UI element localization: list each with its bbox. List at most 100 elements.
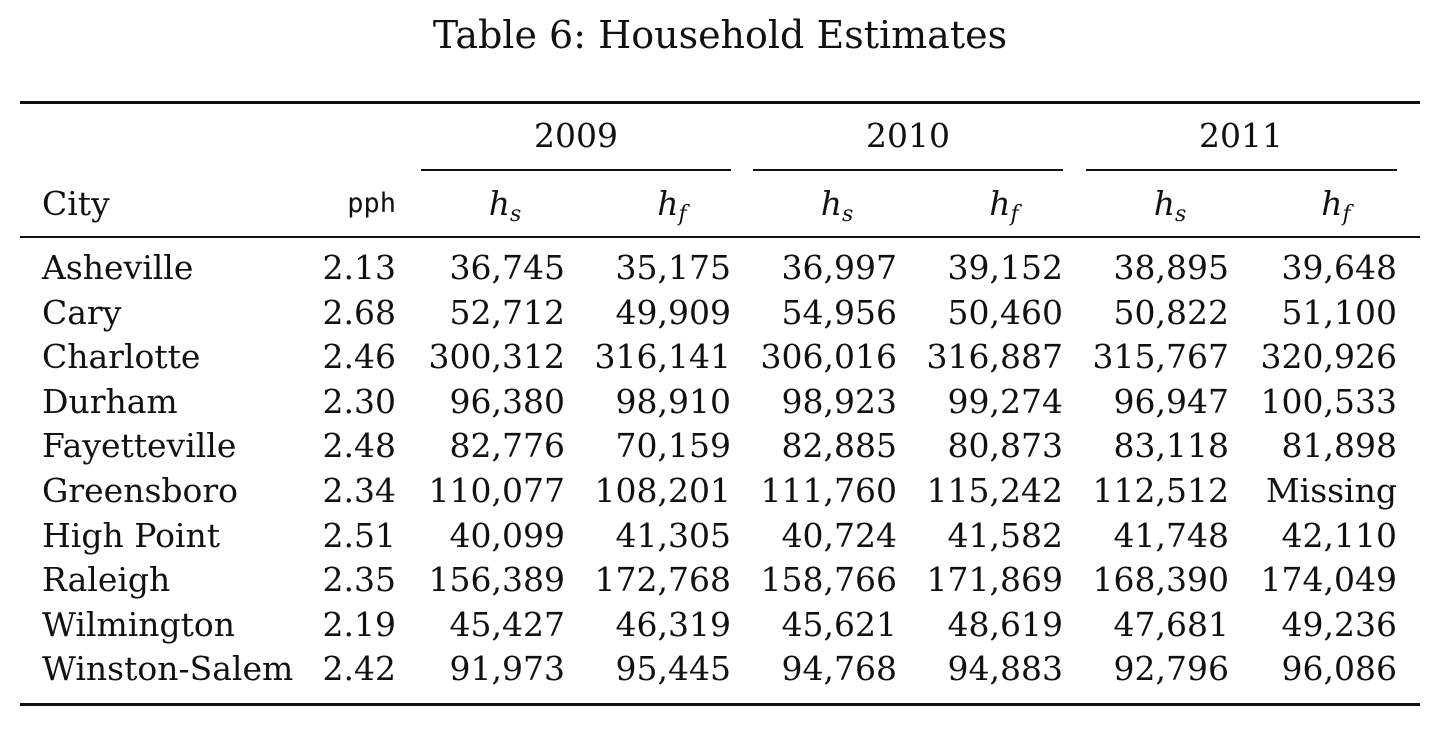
value-cell: 47,681 — [1113, 604, 1229, 644]
header-sub-column: hs — [757, 184, 917, 235]
pph-cell: 2.48 — [322, 426, 396, 466]
table-row: Greensboro 2.34 110,077 108,201 111,760 115,2… — [0, 471, 1440, 516]
value-cell: 45,621 — [781, 604, 897, 644]
pph-cell: 2.34 — [322, 470, 396, 510]
value-cell: 41,582 — [947, 515, 1063, 555]
value-cell: 174,049 — [1260, 560, 1397, 600]
value-cell: 98,910 — [615, 381, 731, 421]
value-cell: 83,118 — [1113, 426, 1229, 466]
value-cell: 316,887 — [926, 337, 1063, 377]
value-cell: 46,319 — [615, 604, 731, 644]
table-row: Wilmington 2.19 45,427 46,319 45,621 48,619 47… — [0, 605, 1440, 650]
value-cell: 36,745 — [449, 248, 565, 287]
table-row: High Point 2.51 40,099 41,305 40,724 41,582 41… — [0, 516, 1440, 561]
year-2011-underline — [1086, 169, 1397, 171]
sub-column-base: h — [820, 184, 842, 223]
table-row: Cary 2.68 52,712 49,909 54,956 50,460 50,822 51… — [0, 293, 1440, 338]
sub-column-subscript: f — [1010, 202, 1019, 227]
value-cell: 41,305 — [615, 515, 731, 555]
header-city: City — [42, 184, 110, 223]
header-sub-column: hs — [1090, 184, 1250, 235]
value-cell: 95,445 — [615, 649, 731, 689]
city-cell: Fayetteville — [42, 426, 237, 466]
value-cell: 82,776 — [449, 426, 565, 466]
city-cell: Asheville — [42, 248, 194, 287]
sub-column-base: h — [989, 184, 1011, 223]
table-caption: Table 6: Household Estimates — [432, 13, 1008, 57]
sub-column-base: h — [657, 184, 679, 223]
table-row: Charlotte 2.46 300,312 316,141 306,016 316,88… — [0, 337, 1440, 382]
value-cell: 99,274 — [947, 381, 1063, 421]
header-sub-column: hf — [592, 184, 752, 235]
value-cell: 70,159 — [615, 426, 731, 466]
table-row: Asheville 2.13 36,745 35,175 36,997 39,152 38,… — [0, 248, 1440, 293]
value-cell: 49,909 — [615, 292, 731, 332]
table-row: Raleigh 2.35 156,389 172,768 158,766 171,869 1… — [0, 560, 1440, 605]
value-cell: 108,201 — [594, 470, 731, 510]
value-cell: 35,175 — [615, 248, 731, 287]
sub-column-subscript: s — [841, 202, 854, 227]
value-cell: 50,460 — [947, 292, 1063, 332]
header-year-2009: 2009 — [534, 116, 618, 155]
sub-column-subscript: s — [509, 202, 522, 227]
header-rule — [20, 236, 1420, 238]
value-cell: 51,100 — [1281, 292, 1397, 332]
year-2010-underline — [753, 169, 1063, 171]
value-cell: 40,724 — [781, 515, 897, 555]
value-cell: 40,099 — [449, 515, 565, 555]
pph-cell: 2.30 — [322, 381, 396, 421]
header-year-2010: 2010 — [866, 116, 950, 155]
sub-column-base: h — [1153, 184, 1175, 223]
pph-cell: 2.35 — [322, 560, 396, 600]
value-cell: 306,016 — [760, 337, 897, 377]
value-cell: 49,236 — [1281, 604, 1397, 644]
value-cell: 41,748 — [1113, 515, 1229, 555]
sub-column-subscript: s — [1174, 202, 1187, 227]
value-cell: 100,533 — [1260, 381, 1397, 421]
value-cell: 156,389 — [428, 560, 565, 600]
value-cell: 45,427 — [449, 604, 565, 644]
value-cell: 168,390 — [1092, 560, 1229, 600]
value-cell: 80,873 — [947, 426, 1063, 466]
pph-cell: 2.68 — [322, 292, 396, 332]
city-cell: Cary — [42, 292, 122, 332]
value-cell: 54,956 — [781, 292, 897, 332]
city-cell: Wilmington — [42, 604, 236, 644]
value-cell: 96,086 — [1281, 649, 1397, 689]
value-cell: 94,768 — [781, 649, 897, 689]
header-pph: pph — [347, 188, 396, 219]
sub-column-base: h — [488, 184, 510, 223]
header-sub-column: hs — [425, 184, 585, 235]
sub-column-subscript: f — [678, 202, 687, 227]
pph-cell: 2.13 — [322, 248, 396, 287]
top-rule — [20, 101, 1420, 104]
value-cell: 171,869 — [926, 560, 1063, 600]
value-cell: 96,380 — [449, 381, 565, 421]
value-cell: 92,796 — [1113, 649, 1229, 689]
value-cell: 81,898 — [1281, 426, 1397, 466]
value-cell: 316,141 — [594, 337, 731, 377]
value-cell: 112,512 — [1092, 470, 1229, 510]
value-cell: 36,997 — [781, 248, 897, 287]
city-cell: Charlotte — [42, 337, 201, 377]
value-cell: 96,947 — [1113, 381, 1229, 421]
value-cell: 42,110 — [1281, 515, 1397, 555]
value-cell: 320,926 — [1260, 337, 1397, 377]
sub-column-subscript: f — [1342, 202, 1351, 227]
city-cell: Raleigh — [42, 560, 171, 600]
table-row: Fayetteville 2.48 82,776 70,159 82,885 80,873… — [0, 426, 1440, 471]
value-cell: 50,822 — [1113, 292, 1229, 332]
value-cell: 111,760 — [760, 470, 897, 510]
value-cell: 82,885 — [781, 426, 897, 466]
value-cell: 39,648 — [1281, 248, 1397, 287]
city-cell: Greensboro — [42, 470, 239, 510]
header-sub-column: hf — [1256, 184, 1416, 235]
value-cell: 52,712 — [449, 292, 565, 332]
city-cell: High Point — [42, 515, 221, 555]
value-cell: 39,152 — [947, 248, 1063, 287]
value-cell: 115,242 — [926, 470, 1063, 510]
value-cell: 300,312 — [428, 337, 565, 377]
sub-column-base: h — [1321, 184, 1343, 223]
header-year-2011: 2011 — [1199, 116, 1283, 155]
table-row: Durham 2.30 96,380 98,910 98,923 99,274 96,947… — [0, 382, 1440, 427]
